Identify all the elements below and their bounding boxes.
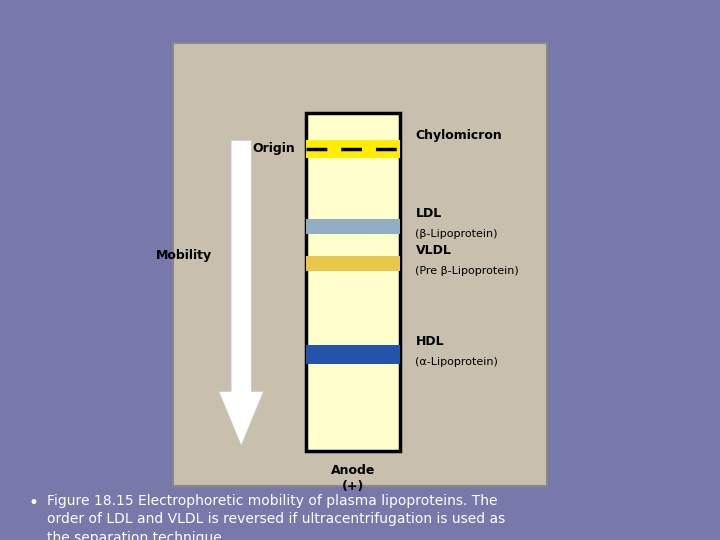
Text: Chylomicron: Chylomicron (415, 130, 502, 143)
Bar (306, 219, 400, 234)
Text: Origin: Origin (253, 143, 295, 156)
Text: (Pre β-Lipoprotein): (Pre β-Lipoprotein) (415, 266, 519, 276)
Bar (173, 43, 547, 486)
Bar (306, 256, 400, 271)
Text: Mobility: Mobility (156, 248, 212, 262)
Text: (α-Lipoprotein): (α-Lipoprotein) (415, 357, 498, 367)
Bar (306, 113, 400, 451)
Bar (306, 346, 400, 364)
Text: Anode
(+): Anode (+) (330, 464, 375, 494)
Polygon shape (219, 140, 264, 446)
Bar (306, 139, 400, 158)
Text: HDL: HDL (415, 335, 444, 348)
Text: (β-Lipoprotein): (β-Lipoprotein) (415, 228, 498, 239)
Text: Figure 18.15 Electrophoretic mobility of plasma lipoproteins. The
order of LDL a: Figure 18.15 Electrophoretic mobility of… (47, 494, 505, 540)
Text: •: • (29, 494, 39, 512)
Text: LDL: LDL (415, 207, 441, 220)
Text: VLDL: VLDL (415, 244, 451, 257)
